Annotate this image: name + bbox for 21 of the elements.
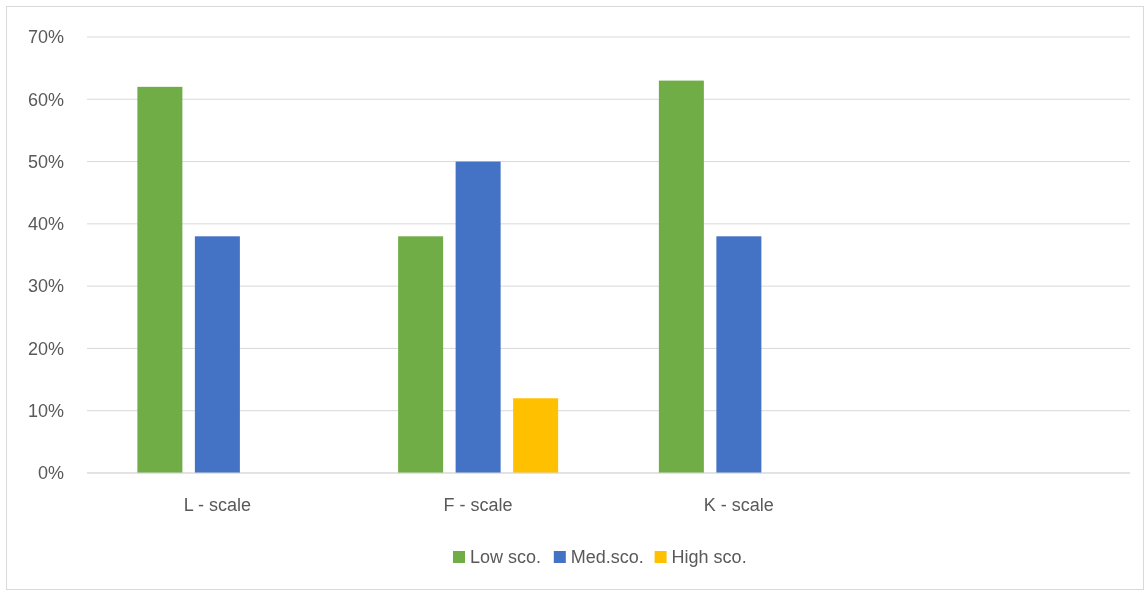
y-tick-label: 30% (27, 276, 64, 297)
legend-label: Med.sco. (570, 547, 644, 568)
bar (137, 86, 183, 473)
y-tick-label: 10% (27, 401, 64, 422)
bar (455, 161, 501, 473)
bar (513, 398, 559, 473)
bar (398, 236, 444, 473)
x-tick-label: F - scale (443, 495, 513, 516)
bar (716, 236, 762, 473)
y-tick-label: 40% (27, 214, 64, 235)
y-tick-label: 50% (27, 151, 64, 172)
y-tick-label: 60% (27, 89, 64, 110)
y-tick-label: 70% (27, 27, 64, 48)
x-tick-label: L - scale (183, 495, 252, 516)
x-tick-label: K - scale (703, 495, 774, 516)
legend-label: Low sco. (470, 547, 542, 568)
bar (658, 80, 704, 473)
y-tick-label: 20% (27, 338, 64, 359)
legend-label: High sco. (671, 547, 747, 568)
y-tick-label: 0% (37, 463, 64, 484)
bar (194, 236, 240, 473)
